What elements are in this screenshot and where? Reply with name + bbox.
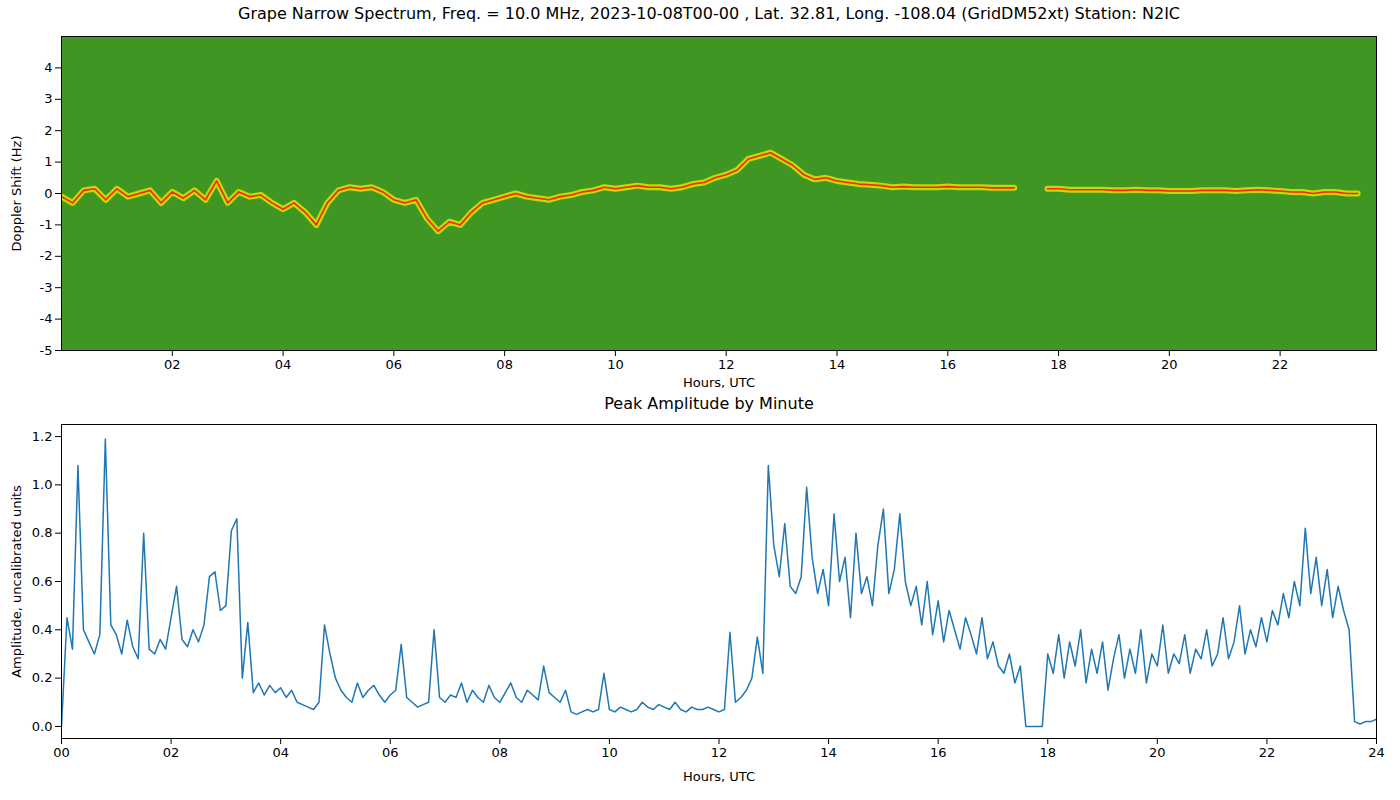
svg-text:-2: -2 — [40, 248, 53, 263]
svg-text:14: 14 — [820, 745, 837, 760]
svg-text:12: 12 — [711, 745, 728, 760]
html-text:Peak Amplitude by Minute: Peak Amplitude by Minute — [604, 394, 814, 413]
svg-text:2: 2 — [44, 123, 52, 138]
svg-text:10: 10 — [607, 357, 624, 372]
svg-text:14: 14 — [829, 357, 846, 372]
svg-text:4: 4 — [44, 60, 52, 75]
svg-text:0.2: 0.2 — [32, 670, 53, 685]
svg-text:04: 04 — [272, 745, 289, 760]
svg-text:Hours, UTC: Hours, UTC — [683, 769, 755, 784]
svg-text:18: 18 — [1050, 357, 1067, 372]
svg-text:02: 02 — [163, 745, 180, 760]
svg-text:0: 0 — [44, 186, 52, 201]
svg-text:16: 16 — [939, 357, 956, 372]
svg-text:10: 10 — [601, 745, 618, 760]
svg-text:20: 20 — [1161, 357, 1178, 372]
svg-text:22: 22 — [1272, 357, 1289, 372]
svg-text:18: 18 — [1039, 745, 1056, 760]
svg-text:06: 06 — [382, 745, 399, 760]
svg-text:-3: -3 — [40, 280, 53, 295]
svg-text:1.0: 1.0 — [32, 477, 53, 492]
svg-text:04: 04 — [275, 357, 292, 372]
svg-text:08: 08 — [492, 745, 509, 760]
svg-text:22: 22 — [1259, 745, 1276, 760]
svg-text:06: 06 — [386, 357, 403, 372]
svg-text:08: 08 — [496, 357, 513, 372]
svg-text:-4: -4 — [40, 311, 53, 326]
svg-text:20: 20 — [1149, 745, 1166, 760]
svg-text:0.8: 0.8 — [32, 525, 53, 540]
svg-text:1.2: 1.2 — [32, 429, 53, 444]
svg-text:Amplitude, uncalibrated units: Amplitude, uncalibrated units — [9, 485, 24, 678]
svg-text:0.4: 0.4 — [32, 622, 53, 637]
svg-text:16: 16 — [930, 745, 947, 760]
svg-text:12: 12 — [718, 357, 735, 372]
svg-text:-1: -1 — [40, 217, 53, 232]
svg-text:0.6: 0.6 — [32, 574, 53, 589]
svg-text:Hours, UTC: Hours, UTC — [683, 375, 755, 390]
svg-text:0.0: 0.0 — [32, 719, 53, 734]
html-text:Grape Narrow Spectrum, Freq. =: Grape Narrow Spectrum, Freq. = 10.0 MHz,… — [238, 4, 1180, 23]
svg-text:-5: -5 — [40, 343, 53, 358]
svg-text:24: 24 — [1368, 745, 1385, 760]
svg-text:00: 00 — [53, 745, 70, 760]
svg-text:1: 1 — [44, 154, 52, 169]
svg-text:Doppler Shift (Hz): Doppler Shift (Hz) — [9, 136, 24, 252]
svg-text:02: 02 — [164, 357, 181, 372]
svg-text:3: 3 — [44, 91, 52, 106]
